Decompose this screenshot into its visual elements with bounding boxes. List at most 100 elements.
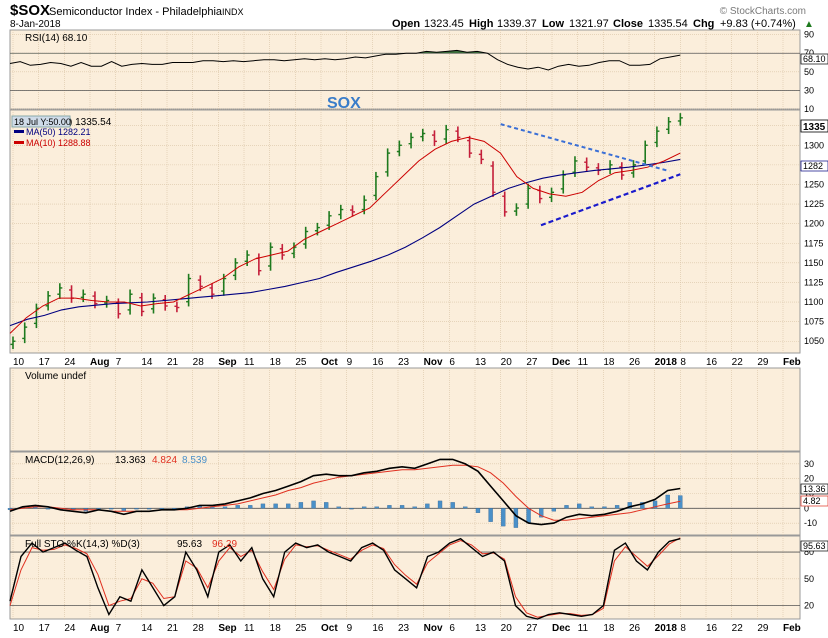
high-value: 1339.37: [497, 18, 537, 30]
price-bar: [619, 162, 625, 180]
macd-last-value: 13.36: [803, 484, 826, 494]
price-bar: [478, 149, 484, 165]
price-bar: [326, 211, 332, 230]
y-tick-label: 1175: [804, 238, 823, 248]
price-bar: [525, 183, 531, 209]
signal-last-value: 4.82: [803, 496, 821, 506]
x-tick-label: 17: [39, 357, 51, 368]
price-bar: [139, 292, 145, 317]
x-tick-label: 16: [706, 623, 718, 634]
x-tick-labels: 10 10 17 17 24 24 Aug Aug 7 7 14 14 21 21 28 28 Sep Sep 11…: [13, 357, 801, 634]
y-tick-label: 20: [804, 474, 814, 484]
macd-histogram-bar: [349, 508, 354, 510]
x-tick-label: 18: [603, 357, 615, 368]
x-tick-label: 21: [167, 623, 179, 634]
macd-histogram-bar: [665, 494, 670, 509]
price-bar: [10, 336, 16, 350]
macd-legend: MACD(12,26,9) 13.363 4.824 8.539: [25, 455, 207, 466]
macd-histogram-bar: [324, 502, 329, 509]
y-tick-label: -10: [804, 518, 817, 528]
high-label: High: [469, 18, 494, 30]
price-bar: [502, 191, 508, 217]
macd-histogram-bar: [399, 505, 405, 509]
macd-histogram-bar: [222, 506, 228, 509]
sto-legend: Full STO %K(14,3) %D(3) 95.63 96.29: [25, 539, 237, 550]
macd-histogram-bar: [577, 503, 582, 509]
price-bar: [186, 273, 192, 307]
price-panel: [9, 109, 801, 354]
x-tick-label: Sep: [218, 623, 236, 634]
price-bar: [303, 226, 309, 249]
macd-histogram-bar: [475, 508, 481, 513]
x-tick-label: Oct: [321, 357, 338, 368]
chg-value: +9.83 (+0.74%): [720, 18, 796, 30]
macd-histogram-bar: [298, 502, 304, 509]
price-bar: [350, 205, 356, 217]
chg-label: Chg: [693, 18, 714, 30]
x-tick-label: 25: [295, 357, 307, 368]
y-tick-label: 1050: [804, 336, 824, 346]
y-tick-label: 90: [804, 30, 814, 40]
y-tick-label: 10: [804, 104, 814, 114]
macd-value: 13.363: [115, 455, 146, 466]
price-bar: [677, 113, 683, 126]
chart-date: 8-Jan-2018: [10, 19, 61, 30]
macd-histogram-bar: [387, 505, 392, 509]
x-tick-label: 29: [757, 623, 769, 634]
stochastic-plot: [9, 537, 681, 620]
y-tick-label: 1225: [804, 199, 824, 209]
macd-histogram-bar: [311, 500, 316, 509]
price-bar: [513, 203, 519, 216]
price-bar: [150, 293, 156, 314]
x-tick-label: 11: [244, 357, 255, 368]
watermark: © StockCharts.com: [720, 6, 806, 17]
x-tick-label: Aug: [90, 357, 109, 368]
close-value: 1335.54: [648, 18, 688, 30]
macd-label: MACD(12,26,9): [25, 455, 94, 466]
chg-arrow-icon: ▲: [804, 19, 814, 30]
price-bar: [431, 130, 437, 147]
x-tick-label: 28: [193, 623, 205, 634]
x-tick-label: 18: [270, 357, 282, 368]
macd-histogram-bar: [602, 506, 607, 509]
price-bar: [244, 250, 250, 266]
volume-panel: [9, 367, 801, 452]
x-tick-label: 14: [141, 623, 153, 634]
x-tick-label: 28: [193, 357, 205, 368]
close-label: Close: [613, 18, 643, 30]
sto-last-value: 95.63: [803, 541, 826, 551]
x-tick-label: 24: [64, 357, 76, 368]
macd-histogram-bar: [336, 506, 341, 509]
x-tick-label: Nov: [424, 623, 443, 634]
x-tick-label: 2018: [655, 357, 678, 368]
price-bar: [127, 289, 133, 315]
x-tick-label: 9: [347, 623, 353, 634]
price-bar: [631, 160, 637, 178]
signal-value: 4.824: [152, 455, 177, 466]
macd-histogram-bar: [134, 508, 139, 510]
price-bar: [549, 187, 555, 203]
price-bar: [642, 140, 648, 166]
chart-symbol: $SOX: [10, 2, 50, 19]
ma50-line: [9, 158, 681, 327]
x-tick-label: 6: [449, 357, 455, 368]
price-bar: [467, 135, 473, 158]
y-tick-label: 20: [804, 601, 814, 611]
x-tick-label: 16: [372, 357, 384, 368]
price-bar: [174, 301, 180, 313]
x-tick-label: 13: [475, 623, 487, 634]
macd-histogram-bar: [614, 505, 620, 509]
x-tick-label: 10: [13, 623, 25, 634]
y-tick-label: 50: [804, 67, 814, 77]
price-bar: [57, 283, 63, 299]
macd-last-tag: 13.36 4.82: [800, 483, 828, 507]
x-tick-label: 6: [449, 623, 455, 634]
y-tick-label: 80: [804, 547, 814, 557]
price-bar: [197, 275, 203, 292]
sto-k-value: 95.63: [177, 539, 202, 550]
x-tick-label: Oct: [321, 623, 338, 634]
hover-tag: 18 Jul Y:50.00: [14, 117, 71, 127]
x-tick-label: Aug: [90, 623, 109, 634]
macd-histogram-bar: [652, 500, 658, 509]
